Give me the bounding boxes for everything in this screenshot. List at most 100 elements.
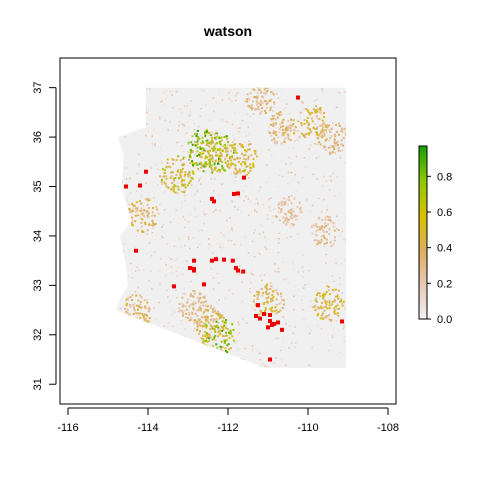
suitability-cell: [166, 243, 168, 245]
suitability-cell: [330, 320, 333, 323]
suitability-cell: [325, 180, 328, 183]
chart-title: watson: [203, 23, 252, 39]
suitability-cell: [265, 240, 267, 243]
suitability-cell: [323, 231, 326, 234]
suitability-cell: [171, 182, 174, 185]
suitability-cell: [229, 354, 232, 357]
suitability-cell: [307, 283, 309, 286]
suitability-cell: [253, 294, 256, 297]
suitability-cell: [125, 310, 128, 313]
suitability-cell: [183, 287, 186, 290]
suitability-cell: [131, 219, 134, 222]
suitability-cell: [328, 140, 330, 142]
suitability-cell: [289, 127, 292, 130]
suitability-cell: [211, 133, 214, 136]
suitability-cell: [275, 215, 278, 218]
suitability-cell: [266, 181, 268, 183]
y-tick-label: 33: [32, 279, 44, 291]
suitability-cell: [211, 169, 214, 172]
suitability-cell: [146, 203, 149, 206]
suitability-cell: [125, 304, 128, 307]
suitability-cell: [310, 329, 312, 332]
suitability-cell: [327, 313, 330, 316]
suitability-cell: [153, 251, 156, 253]
suitability-cell: [193, 322, 196, 325]
suitability-cell: [297, 246, 299, 249]
suitability-cell: [233, 223, 236, 226]
suitability-cell: [229, 162, 232, 165]
suitability-cell: [290, 118, 293, 121]
suitability-cell: [139, 210, 142, 213]
suitability-cell: [185, 172, 187, 174]
suitability-cell: [249, 287, 251, 290]
suitability-cell: [234, 180, 237, 182]
colorbar-band: [419, 148, 427, 153]
suitability-cell: [322, 291, 325, 294]
suitability-cell: [270, 285, 273, 288]
suitability-cell: [215, 317, 218, 320]
suitability-cell: [197, 320, 200, 323]
suitability-cell: [282, 261, 285, 264]
suitability-cell: [209, 142, 212, 145]
suitability-cell: [188, 319, 191, 322]
suitability-cell: [193, 290, 196, 293]
suitability-cell: [167, 165, 170, 168]
suitability-cell: [197, 138, 200, 141]
suitability-cell: [308, 132, 311, 135]
suitability-cell: [130, 319, 132, 321]
suitability-cell: [274, 215, 277, 218]
suitability-cell: [119, 105, 121, 108]
suitability-cell: [207, 350, 210, 353]
suitability-cell: [183, 133, 186, 135]
suitability-cell: [341, 237, 344, 240]
suitability-cell: [210, 165, 213, 168]
suitability-cell: [326, 300, 329, 303]
occurrence-points: [124, 95, 344, 362]
suitability-cell: [149, 88, 151, 91]
suitability-cell: [178, 309, 181, 312]
suitability-cell: [287, 198, 289, 201]
suitability-cell: [342, 136, 345, 139]
suitability-cell: [125, 298, 128, 301]
suitability-cell: [156, 208, 159, 211]
suitability-cell: [203, 349, 206, 352]
suitability-cell: [199, 115, 202, 118]
suitability-cell: [245, 195, 247, 198]
suitability-cell: [178, 273, 181, 276]
suitability-cell: [144, 221, 147, 224]
suitability-cell: [290, 211, 293, 214]
suitability-cell: [231, 227, 233, 229]
colorbar-band: [419, 235, 427, 239]
suitability-cell: [299, 207, 302, 210]
suitability-cell: [321, 131, 324, 134]
suitability-cell: [123, 317, 126, 320]
suitability-cell: [206, 337, 209, 340]
suitability-cell: [202, 312, 205, 315]
suitability-cell: [174, 191, 177, 194]
suitability-cell: [218, 312, 221, 315]
suitability-cell: [180, 309, 183, 312]
suitability-cell: [284, 130, 287, 133]
suitability-cell: [291, 222, 294, 225]
suitability-cell: [269, 109, 272, 112]
suitability-cell: [221, 150, 224, 153]
suitability-cell: [238, 196, 241, 199]
suitability-cell: [258, 312, 260, 315]
suitability-cell: [206, 130, 209, 133]
suitability-cell: [325, 238, 328, 241]
suitability-cell: [329, 293, 332, 296]
suitability-cell: [199, 147, 202, 150]
suitability-cell: [302, 276, 304, 278]
suitability-cell: [223, 158, 226, 161]
occurrence-point: [262, 312, 266, 317]
suitability-cell: [128, 315, 131, 318]
suitability-cell: [146, 211, 149, 214]
suitability-cell: [188, 313, 191, 316]
suitability-cell: [216, 367, 218, 368]
suitability-cell: [213, 145, 216, 148]
suitability-cell: [271, 119, 273, 122]
suitability-cell: [264, 246, 266, 248]
suitability-cell: [338, 277, 341, 279]
suitability-cell: [343, 238, 345, 241]
suitability-cell: [334, 295, 337, 298]
